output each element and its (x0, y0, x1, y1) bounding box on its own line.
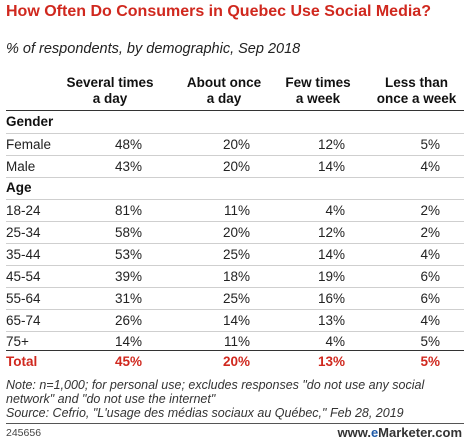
cell-value: 81% (114, 203, 142, 218)
chart-title: How Often Do Consumers in Quebec Use Soc… (6, 3, 431, 20)
cell-value: 13% (317, 354, 345, 369)
total-divider (6, 350, 464, 351)
cell-value: 4% (325, 203, 345, 218)
cell-value: 48% (114, 137, 142, 152)
cell-value: 43% (114, 159, 142, 174)
cell-value: 18% (222, 269, 250, 284)
cell-value: 53% (114, 247, 142, 262)
chart-subtitle: % of respondents, by demographic, Sep 20… (6, 41, 301, 57)
row-label: 55-64 (6, 291, 41, 306)
row-label: 65-74 (6, 313, 41, 328)
cell-value: 5% (420, 334, 440, 349)
chart-id: 245656 (6, 427, 42, 439)
cell-value: 14% (222, 313, 250, 328)
column-header-line: About once (186, 75, 262, 90)
column-header-line: a day (92, 91, 128, 106)
table-row-female: Female 48% 20% 12% 5% (0, 134, 470, 156)
row-label: 75+ (6, 334, 29, 349)
cell-value: 20% (222, 225, 250, 240)
row-divider (6, 177, 464, 178)
cell-value: 14% (317, 159, 345, 174)
table-row-75-plus: 75+ 14% 11% 4% 5% (0, 331, 470, 353)
cell-value: 31% (114, 291, 142, 306)
brand-logo: www.eMarketer.com (337, 425, 462, 440)
cell-value: 4% (420, 247, 440, 262)
footer-divider (6, 423, 464, 424)
row-label: 18-24 (6, 203, 41, 218)
cell-value: 6% (420, 291, 440, 306)
cell-value: 14% (114, 334, 142, 349)
column-header-line: Less than (384, 75, 449, 90)
cell-value: 39% (114, 269, 142, 284)
row-label: Total (6, 354, 38, 369)
cell-value: 26% (114, 313, 142, 328)
table-row-55-64: 55-64 31% 25% 16% 6% (0, 288, 470, 310)
cell-value: 20% (222, 137, 250, 152)
brand-prefix: www. (337, 425, 371, 440)
source-text: Source: Cefrio, "L'usage des médias soci… (6, 406, 404, 420)
column-header-line: Few times (285, 75, 351, 90)
footnote: Note: n=1,000; for personal use; exclude… (6, 378, 466, 420)
row-label: 35-44 (6, 247, 41, 262)
table-row-25-34: 25-34 58% 20% 12% 2% (0, 222, 470, 244)
table-row-45-54: 45-54 39% 18% 19% 6% (0, 266, 470, 288)
cell-value: 4% (325, 334, 345, 349)
row-divider (6, 309, 464, 310)
section-gender: Gender (6, 114, 54, 129)
section-age: Age (6, 180, 32, 195)
cell-value: 45% (114, 354, 142, 369)
row-divider (6, 287, 464, 288)
row-divider (6, 155, 464, 156)
column-header-few-times-a-week: Few times a week (280, 75, 356, 107)
table-row-male: Male 43% 20% 14% 4% (0, 156, 470, 178)
cell-value: 11% (223, 203, 250, 218)
cell-value: 16% (317, 291, 345, 306)
brand-suffix: .com (431, 425, 462, 440)
row-divider (6, 243, 464, 244)
cell-value: 20% (222, 354, 250, 369)
column-header-line: once a week (376, 91, 457, 106)
column-header-several-times-a-day: Several times a day (62, 75, 158, 107)
row-divider (6, 265, 464, 266)
cell-value: 6% (420, 269, 440, 284)
column-header-less-than-once-a-week: Less than once a week (365, 75, 468, 107)
cell-value: 25% (222, 291, 250, 306)
row-divider (6, 331, 464, 332)
cell-value: 12% (317, 137, 345, 152)
cell-value: 5% (420, 354, 440, 369)
brand-e: e (370, 425, 379, 440)
cell-value: 11% (223, 334, 250, 349)
row-label: Female (6, 137, 52, 152)
table-row-total: Total 45% 20% 13% 5% (0, 351, 470, 373)
note-text: Note: n=1,000; for personal use; exclude… (6, 378, 425, 406)
column-header-line: a week (295, 91, 341, 106)
cell-value: 2% (420, 225, 440, 240)
header-divider (6, 110, 464, 111)
cell-value: 58% (114, 225, 142, 240)
row-divider (6, 199, 464, 200)
column-header-line: a day (206, 91, 242, 106)
cell-value: 4% (420, 159, 440, 174)
table-row-35-44: 35-44 53% 25% 14% 4% (0, 244, 470, 266)
row-divider (6, 133, 464, 134)
row-divider (6, 221, 464, 222)
table-row-18-24: 18-24 81% 11% 4% 2% (0, 200, 470, 222)
cell-value: 4% (420, 313, 440, 328)
cell-value: 13% (317, 313, 345, 328)
table-row-65-74: 65-74 26% 14% 13% 4% (0, 310, 470, 332)
cell-value: 5% (420, 137, 440, 152)
column-header-line: Several times (66, 75, 154, 90)
cell-value: 20% (222, 159, 250, 174)
row-label: 45-54 (6, 269, 41, 284)
cell-value: 12% (317, 225, 345, 240)
cell-value: 25% (222, 247, 250, 262)
column-header-about-once-a-day: About once a day (178, 75, 270, 107)
row-label: Male (6, 159, 36, 174)
cell-value: 19% (317, 269, 345, 284)
brand-name: Marketer (378, 425, 432, 440)
cell-value: 2% (420, 203, 440, 218)
cell-value: 14% (317, 247, 345, 262)
row-label: 25-34 (6, 225, 41, 240)
